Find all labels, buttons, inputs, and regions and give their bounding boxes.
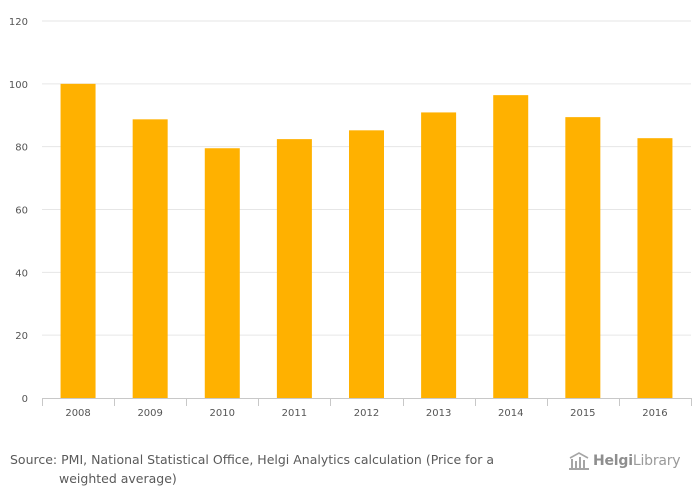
chart-footer: Source: PMI, National Statistical Office… — [0, 440, 700, 500]
bar — [132, 119, 168, 398]
y-tick-label: 20 — [15, 331, 28, 342]
y-tick-label: 0 — [22, 394, 28, 405]
y-tick-label: 100 — [9, 80, 28, 91]
x-tick-label: 2015 — [570, 408, 595, 419]
source-line-1: Source: PMI, National Statistical Office… — [10, 452, 494, 467]
helgi-building-icon — [569, 452, 589, 470]
y-tick-label: 120 — [9, 17, 28, 28]
logo-text-bold: Helgi — [593, 453, 633, 469]
logo-wordmark: HelgiLibrary — [593, 453, 681, 469]
bar — [276, 139, 312, 399]
bar — [60, 83, 96, 398]
x-tick-label: 2014 — [498, 408, 523, 419]
bar — [349, 130, 384, 398]
bar-chart: 0 20 40 60 80 100 120 2008 2009 2010 2011 2012 2013 2… — [9, 17, 692, 419]
bar — [565, 117, 601, 398]
x-tick-label: 2013 — [426, 408, 451, 419]
bar — [204, 148, 240, 398]
bar — [421, 112, 457, 399]
x-tick-label: 2008 — [65, 408, 90, 419]
y-tick-label: 80 — [15, 143, 28, 154]
source-line-2: weighted average) — [59, 471, 177, 486]
bar — [637, 138, 673, 398]
x-tick-label: 2016 — [642, 408, 667, 419]
y-tick-label: 40 — [15, 268, 28, 279]
helgi-library-logo[interactable]: HelgiLibrary — [568, 450, 681, 472]
bar — [493, 95, 529, 398]
source-note: Source: PMI, National Statistical Office… — [10, 450, 530, 488]
y-tick-label: 60 — [15, 206, 28, 217]
logo-text-regular: Library — [632, 453, 681, 469]
x-tick-label: 2011 — [282, 408, 307, 419]
x-tick-label: 2010 — [210, 408, 235, 419]
x-tick-label: 2009 — [137, 408, 162, 419]
x-tick-label: 2012 — [354, 408, 379, 419]
